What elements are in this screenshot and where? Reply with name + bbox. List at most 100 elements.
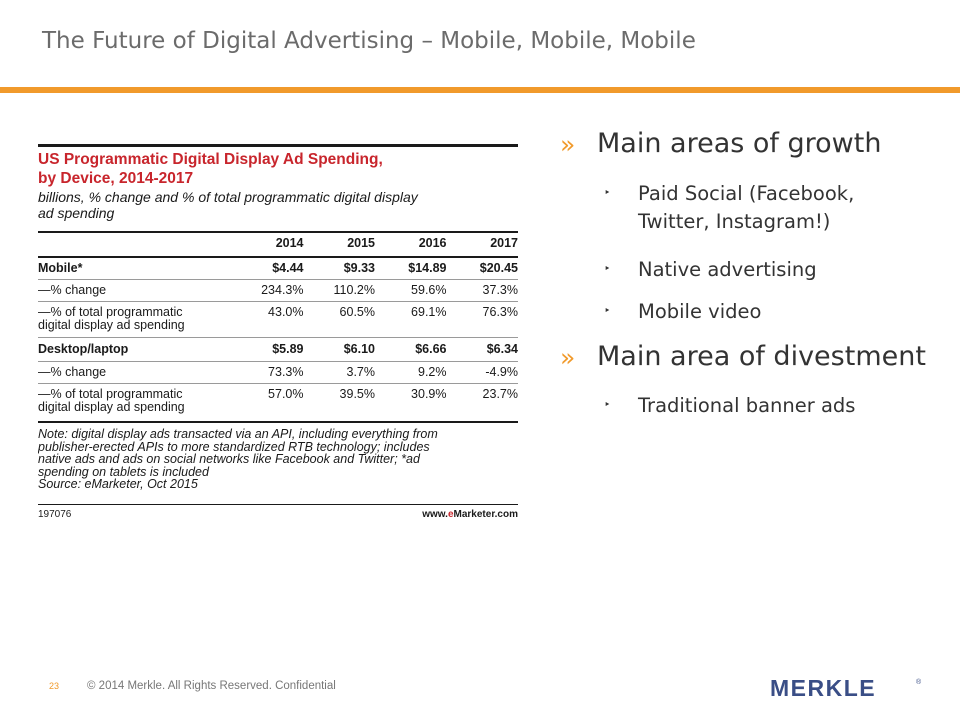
note-line: Source: eMarketer, Oct 2015 <box>38 477 198 492</box>
url-suffix: Marketer.com <box>453 509 518 520</box>
chevron-bullet-icon: » <box>560 343 576 372</box>
table-rule <box>38 279 518 280</box>
bullet-line-2: Twitter, Instagram!) <box>638 210 831 233</box>
table-cell: 234.3% <box>261 283 304 297</box>
url-accent: e <box>447 509 454 520</box>
table-row: Desktop/laptop $5.89 $6.10 $6.66 $6.34 <box>38 343 518 356</box>
row-label-line-1: —% of total programmatic <box>38 305 183 319</box>
triangle-bullet-icon: ‣ <box>604 186 611 199</box>
bullet-heading-growth: » Main areas of growth <box>560 128 881 159</box>
table-cell: 30.9% <box>411 387 447 401</box>
table-cell: 9.2% <box>418 365 447 379</box>
bullet-item: ‣ Native advertising <box>604 256 954 284</box>
figure-title-line-1: US Programmatic Digital Display Ad Spend… <box>38 151 383 168</box>
row-label: Mobile* <box>38 261 83 275</box>
registered-mark: ® <box>916 678 922 686</box>
triangle-bullet-icon: ‣ <box>604 262 611 275</box>
figure-bottom-rule <box>38 504 518 505</box>
column-header: 2016 <box>418 236 447 250</box>
row-label-line-2: digital display ad spending <box>38 400 185 414</box>
column-header: 2014 <box>275 236 304 250</box>
bullet-item: ‣ Paid Social (Facebook, Twitter, Instag… <box>604 180 954 236</box>
emarketer-table-figure: US Programmatic Digital Display Ad Spend… <box>38 140 520 524</box>
table-cell: $5.89 <box>272 342 304 356</box>
row-label: Desktop/laptop <box>38 342 129 356</box>
copyright-notice: © 2014 Merkle. All Rights Reserved. Conf… <box>87 680 336 692</box>
bullet-item-text: Paid Social (Facebook, Twitter, Instagra… <box>638 180 854 236</box>
figure-footer: 197076 www.eMarketer.com <box>38 509 518 520</box>
table-row: —% change 234.3% 110.2% 59.6% 37.3% <box>38 284 518 297</box>
table-cell: -4.9% <box>485 365 518 379</box>
table-cell: $6.10 <box>343 342 375 356</box>
table-cell: 69.1% <box>411 305 447 319</box>
triangle-bullet-icon: ‣ <box>604 398 611 411</box>
table-cell: $4.44 <box>272 261 304 275</box>
url-prefix: www. <box>422 509 448 520</box>
table-cell: $20.45 <box>479 261 518 275</box>
table-header-row: 2014 2015 2016 2017 <box>38 237 518 250</box>
table-cell: 37.3% <box>482 283 518 297</box>
table-row: —% of total programmatic digital display… <box>38 306 518 332</box>
row-label: —% change <box>38 365 107 379</box>
table-cell: 57.0% <box>268 387 304 401</box>
triangle-bullet-icon: ‣ <box>604 304 611 317</box>
table-cell: 43.0% <box>268 305 304 319</box>
page-number: 23 <box>49 681 60 691</box>
bullet-item-text: Native advertising <box>638 258 817 281</box>
bullet-heading-text: Main area of divestment <box>597 341 926 372</box>
bullet-item-text: Traditional banner ads <box>638 394 856 417</box>
table-rule <box>38 337 518 338</box>
note-line: Note: digital display ads transacted via… <box>38 427 438 441</box>
table-cell: 59.6% <box>411 283 447 297</box>
bullet-item-text: Mobile video <box>638 300 762 323</box>
figure-top-rule <box>38 144 518 147</box>
chevron-bullet-icon: » <box>560 130 576 159</box>
table-cell: 110.2% <box>333 283 375 297</box>
emarketer-url: www.eMarketer.com <box>422 509 518 520</box>
table-cell: $9.33 <box>343 261 375 275</box>
table-cell: $6.66 <box>415 342 447 356</box>
logo-wordmark: MERKLE <box>770 675 876 701</box>
row-label: —% of total programmatic digital display… <box>38 388 232 414</box>
figure-subtitle: billions, % change and % of total progra… <box>38 189 518 221</box>
table-cell: $14.89 <box>408 261 447 275</box>
figure-note: Note: digital display ads transacted via… <box>38 428 518 491</box>
table-cell: $6.34 <box>486 342 518 356</box>
note-line: native ads and ads on social networks li… <box>38 452 420 467</box>
figure-title-line-2: by Device, 2014-2017 <box>38 170 194 187</box>
table-rule <box>38 301 518 302</box>
bullet-item: ‣ Traditional banner ads <box>604 392 954 420</box>
table-cell: 73.3% <box>268 365 304 379</box>
figure-subtitle-line-1: billions, % change and % of total progra… <box>38 189 418 205</box>
table-row: Mobile* $4.44 $9.33 $14.89 $20.45 <box>38 262 518 275</box>
table-rule <box>38 256 518 258</box>
row-label-line-2: digital display ad spending <box>38 318 185 332</box>
table-row: —% change 73.3% 3.7% 9.2% -4.9% <box>38 366 518 379</box>
chart-id: 197076 <box>38 509 72 520</box>
bullet-heading-text: Main areas of growth <box>597 128 882 159</box>
merkle-logo: MERKLE ® <box>768 672 928 706</box>
slide-title: The Future of Digital Advertising – Mobi… <box>42 28 696 54</box>
table-row: —% of total programmatic digital display… <box>38 388 518 414</box>
table-rule <box>38 231 518 233</box>
bullet-line-1: Paid Social (Facebook, <box>638 182 855 205</box>
row-label: —% of total programmatic digital display… <box>38 306 232 332</box>
table-cell: 39.5% <box>339 387 375 401</box>
note-line: publisher-erected APIs to more standardi… <box>38 439 430 454</box>
merkle-logo-icon: MERKLE ® <box>770 675 922 701</box>
table-cell: 76.3% <box>482 305 518 319</box>
figure-subtitle-line-2: ad spending <box>38 205 115 221</box>
column-header: 2017 <box>490 236 518 250</box>
column-header: 2015 <box>347 236 375 250</box>
table-cell: 23.7% <box>482 387 518 401</box>
row-label: —% change <box>38 283 107 297</box>
table-rule <box>38 421 518 423</box>
figure-title: US Programmatic Digital Display Ad Spend… <box>38 150 518 188</box>
table-cell: 60.5% <box>339 305 375 319</box>
table-rule <box>38 361 518 362</box>
note-line: spending on tablets is included <box>38 464 209 479</box>
bullet-heading-divestment: » Main area of divestment <box>560 341 926 372</box>
table-cell: 3.7% <box>346 365 376 379</box>
bullet-item: ‣ Mobile video <box>604 298 954 326</box>
table-rule <box>38 383 518 384</box>
